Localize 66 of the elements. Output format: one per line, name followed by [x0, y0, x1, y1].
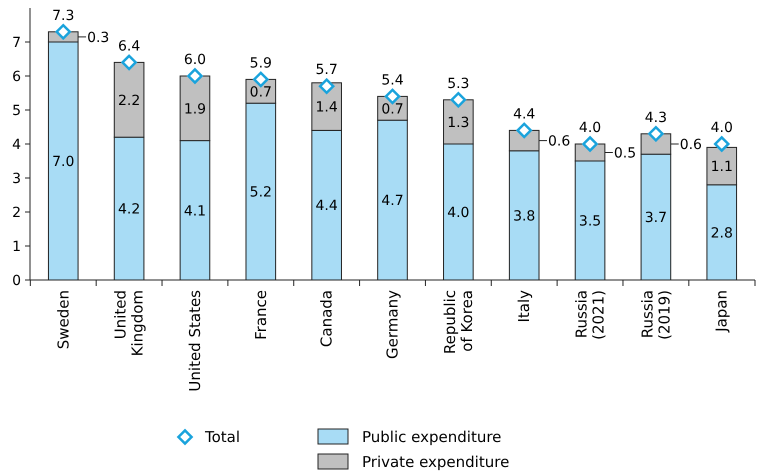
data-label: 0.3: [87, 30, 110, 46]
y-tick-label: 2: [12, 205, 21, 221]
x-tick-label: United Kingdom: [112, 290, 147, 356]
data-label: 4.4: [316, 198, 338, 214]
data-label: 0.5: [614, 146, 636, 162]
data-label: 3.7: [644, 210, 668, 226]
y-tick-label: 0: [12, 273, 21, 289]
data-label: 1.4: [316, 100, 338, 116]
data-label: 5.2: [250, 184, 272, 201]
data-label: 4.7: [381, 193, 404, 210]
data-label: 5.4: [381, 72, 404, 88]
x-tick-label: Japan: [712, 290, 731, 333]
data-label: 2.8: [710, 225, 733, 242]
y-tick-label: 4: [12, 137, 22, 153]
data-label: 5.3: [447, 76, 470, 92]
y-tick-label: 5: [12, 103, 21, 119]
x-tick-label: United States: [186, 290, 204, 392]
y-tick-label: 3: [12, 171, 21, 187]
y-tick-label: 7: [12, 35, 21, 51]
x-tick-label: France: [252, 290, 270, 340]
data-label: 3.5: [578, 214, 602, 230]
x-tick-label: Republic of Korea: [440, 290, 476, 354]
x-tick-label: Russia (2021): [572, 290, 608, 340]
data-label: 7.3: [52, 8, 74, 24]
x-tick-label: Canada: [318, 290, 336, 348]
point: [450, 92, 466, 108]
x-tick-label: Italy: [515, 290, 534, 323]
y-tick-label: 1: [12, 239, 21, 255]
data-label: 0.6: [548, 134, 570, 150]
legend-label: Public expenditure: [362, 428, 502, 446]
legend-label: Private expenditure: [362, 453, 510, 471]
point: [582, 136, 598, 152]
data-label: 4.2: [118, 202, 140, 218]
legend-label: Total: [204, 428, 240, 446]
data-label: 1.1: [710, 159, 733, 176]
data-label: 1.9: [184, 101, 206, 118]
point: [648, 126, 664, 142]
point: [55, 24, 72, 40]
x-tick-label: Sweden: [54, 290, 72, 350]
point: [252, 72, 269, 88]
point: [121, 54, 137, 70]
data-label: 4.3: [644, 110, 668, 126]
data-label: 4.4: [513, 106, 536, 122]
data-label: 7.0: [52, 154, 74, 170]
x-tick-label: Germany: [384, 290, 402, 359]
point: [714, 136, 730, 152]
data-label: 0.7: [250, 84, 272, 100]
data-label: 4.0: [710, 120, 733, 136]
data-label: 6.0: [184, 52, 206, 68]
data-label: 5.7: [316, 62, 338, 78]
data-label: 4.1: [184, 203, 206, 220]
y-tick-label: 6: [12, 69, 22, 85]
data-label: 2.2: [118, 92, 140, 109]
data-label: 3.8: [513, 208, 536, 224]
data-label: 1.3: [447, 114, 470, 131]
point: [187, 68, 203, 84]
point: [516, 122, 532, 138]
data-label: 4.0: [447, 205, 470, 221]
data-label: 5.9: [250, 55, 272, 72]
point: [384, 88, 400, 104]
x-tick-label: Russia (2019): [638, 290, 674, 340]
data-label: 0.7: [381, 101, 404, 118]
data-label: 0.6: [680, 137, 702, 153]
point: [318, 78, 334, 94]
data-label: 6.4: [118, 38, 140, 54]
data-label: 4.0: [578, 120, 602, 136]
